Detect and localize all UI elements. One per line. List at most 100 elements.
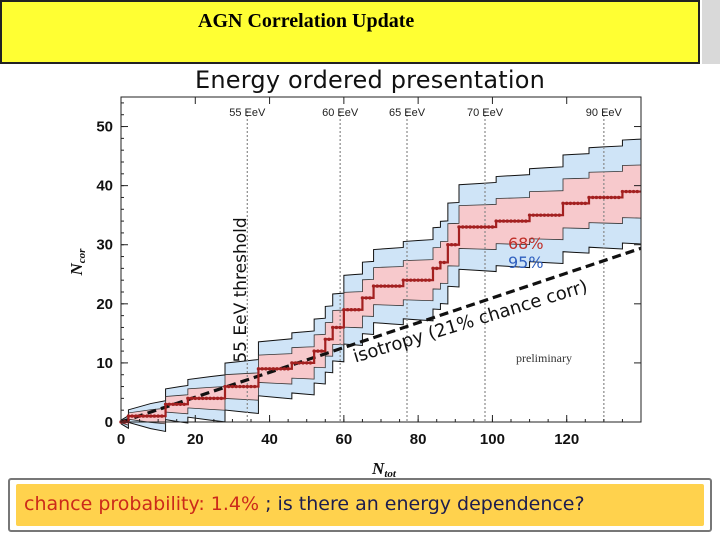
data-point: [505, 219, 509, 223]
data-point: [605, 195, 610, 200]
data-point: [275, 367, 279, 371]
data-point: [531, 213, 535, 217]
slide-title-bar: AGN Correlation Update: [0, 0, 700, 64]
y-tick-label: 30: [96, 237, 113, 254]
data-point: [241, 384, 246, 389]
y-tick-label: 50: [96, 119, 113, 136]
data-point: [409, 278, 413, 282]
data-point: [461, 225, 465, 229]
data-point: [602, 195, 606, 200]
x-tick-label: 80: [410, 431, 427, 448]
data-point: [253, 384, 257, 389]
data-point: [175, 402, 179, 406]
data-point: [256, 367, 261, 371]
data-point: [613, 195, 617, 200]
data-point: [635, 189, 639, 194]
data-point: [449, 243, 454, 247]
data-point: [427, 278, 431, 282]
data-point: [524, 219, 528, 223]
data-point: [323, 337, 327, 341]
data-point: [264, 367, 268, 371]
data-point: [513, 219, 517, 223]
data-series: [119, 189, 641, 424]
data-point: [308, 361, 313, 365]
data-point: [145, 414, 149, 418]
threshold-label: 55 EeV threshold: [231, 217, 251, 362]
data-point: [550, 213, 554, 217]
data-point: [620, 189, 625, 194]
data-point: [334, 325, 339, 330]
data-point: [371, 284, 376, 288]
data-point: [401, 278, 405, 282]
data-point: [204, 396, 209, 401]
data-point: [561, 201, 565, 206]
data-point: [405, 278, 409, 282]
energy-marker-label: 65 EeV: [389, 107, 426, 119]
data-point: [397, 284, 402, 288]
data-point: [379, 284, 383, 288]
data-point: [360, 296, 365, 300]
data-point: [208, 396, 212, 401]
data-point: [290, 361, 294, 365]
data-point: [520, 219, 524, 223]
data-point: [435, 266, 439, 271]
data-point: [479, 225, 483, 229]
band-95-upper-edge: [120, 138, 642, 421]
data-point: [193, 396, 197, 401]
band-68-label: 68%: [508, 234, 544, 253]
data-point: [249, 384, 253, 389]
x-tick-label: 20: [187, 431, 204, 448]
y-tick-label: 0: [105, 414, 113, 431]
data-point: [182, 402, 186, 406]
data-point: [238, 384, 242, 389]
data-point: [386, 284, 391, 288]
data-point: [431, 266, 435, 271]
axes: 0 20 40 60 80 100 120 0 10 20 30 40 50: [96, 96, 642, 448]
data-point: [416, 278, 420, 282]
data-point: [271, 367, 275, 371]
data-point: [535, 213, 539, 217]
data-point: [383, 284, 387, 288]
data-point: [141, 414, 145, 418]
data-point: [245, 384, 249, 389]
data-point: [230, 384, 235, 389]
data-point: [542, 213, 547, 217]
data-point: [126, 414, 131, 418]
data-point: [156, 414, 160, 418]
data-point: [472, 225, 476, 229]
data-point: [227, 384, 231, 389]
data-point: [516, 219, 521, 223]
data-point: [364, 296, 368, 300]
data-point: [609, 195, 613, 200]
isotropy-group: [120, 246, 642, 424]
y-axis-label: Ncor: [67, 248, 88, 277]
data-point: [149, 414, 153, 418]
data-point: [189, 396, 194, 401]
data-point: [572, 201, 576, 206]
data-point: [390, 284, 394, 288]
chart-title: Energy ordered presentation: [195, 66, 546, 94]
data-point: [368, 296, 372, 300]
y-tick-label: 10: [96, 355, 113, 372]
x-tick-label: 40: [261, 431, 278, 448]
energy-marker-label: 70 EeV: [467, 107, 504, 119]
y-tick-label: 40: [96, 178, 113, 195]
data-point: [345, 308, 350, 312]
data-point: [442, 260, 446, 265]
data-point: [394, 284, 398, 288]
data-point: [546, 213, 550, 217]
data-point: [197, 396, 201, 401]
data-point: [152, 414, 157, 418]
x-tick-label: 0: [117, 431, 125, 448]
band-68-upper-edge: [120, 164, 642, 422]
preliminary-label: preliminary: [516, 351, 572, 365]
data-point: [412, 278, 417, 282]
data-point: [357, 308, 361, 312]
data-point: [464, 225, 469, 229]
data-point: [576, 201, 580, 206]
data-point: [316, 349, 320, 353]
data-point: [163, 402, 168, 406]
right-edge-strip: [702, 0, 720, 64]
data-point: [301, 361, 305, 365]
